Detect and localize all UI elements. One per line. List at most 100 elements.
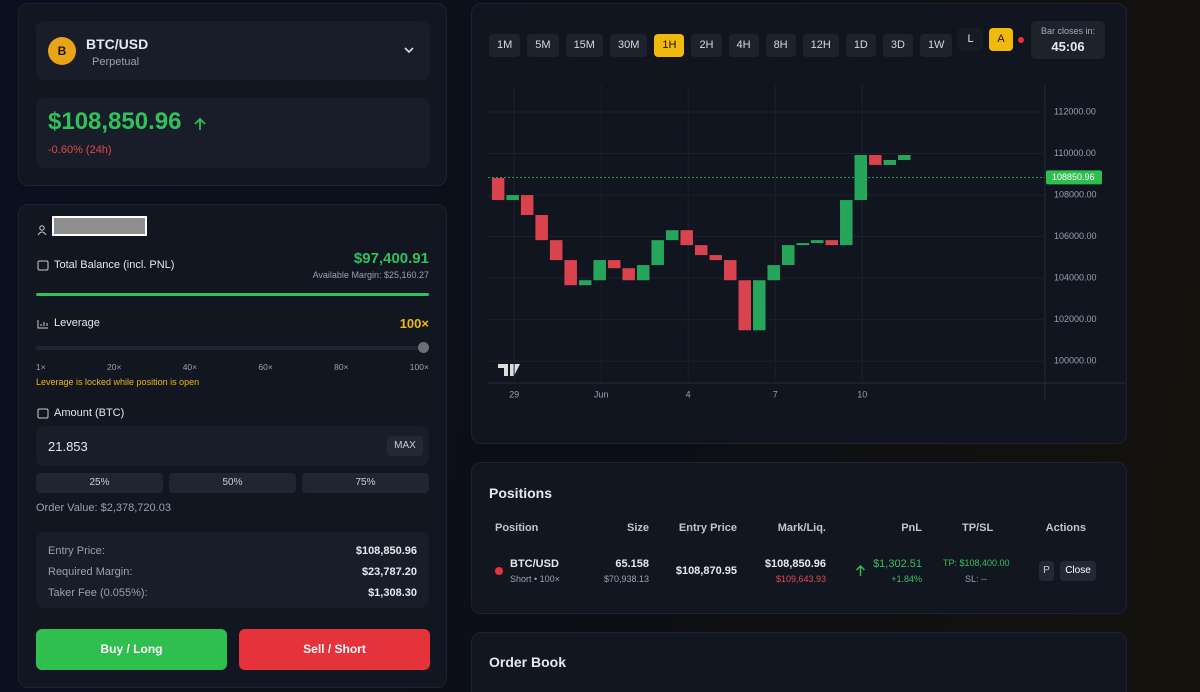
candle <box>680 230 693 246</box>
candle <box>811 240 824 244</box>
preset-button[interactable]: 25% <box>36 473 163 493</box>
orderbook-title: Order Book <box>489 654 567 670</box>
side-dot <box>495 567 503 575</box>
max-button[interactable]: MAX <box>387 436 423 456</box>
x-tick-label: 4 <box>686 389 691 399</box>
orderbook-card: Order Book <box>471 632 1127 692</box>
column-header: Mark/Liq. <box>777 522 826 534</box>
column-header: Position <box>495 522 539 534</box>
candle <box>752 280 766 331</box>
candle <box>593 260 606 281</box>
y-tick-label: 110000.00 <box>1054 148 1096 158</box>
summary-value: $1,308.30 <box>368 587 417 599</box>
leverage-note: Leverage is locked while position is ope… <box>36 377 200 387</box>
balance-label: Total Balance (incl. PNL) <box>54 259 175 271</box>
scale-label: 80× <box>334 362 349 372</box>
candle <box>825 240 839 246</box>
amount-label: Amount (BTC) <box>54 407 125 419</box>
timeframe-button[interactable]: 1M <box>489 34 521 57</box>
leverage-label: Leverage <box>54 317 100 329</box>
close-button[interactable]: Close <box>1060 561 1096 581</box>
timeframe-button[interactable]: 12H <box>802 34 839 57</box>
candle <box>883 159 897 165</box>
timeframe-button[interactable]: 5M <box>527 34 559 57</box>
coin-icon: B <box>48 37 76 65</box>
amount-input[interactable]: 21.853 MAX <box>36 426 429 466</box>
candle <box>709 255 722 261</box>
column-header: TP/SL <box>962 522 994 534</box>
scale-label: 1× <box>36 362 46 372</box>
timeframe-button[interactable]: 3D <box>882 34 913 57</box>
order-value: Order Value: $2,378,720.03 <box>36 502 171 514</box>
candle <box>854 154 868 201</box>
tv-logo <box>498 364 520 376</box>
timeframe-button[interactable]: 1D <box>845 34 876 57</box>
positions-card: Positions <box>471 462 1127 614</box>
scale-label: 40× <box>182 362 198 372</box>
amount-value: 21.853 <box>48 439 88 454</box>
take-profit: TP: $108,400.00 <box>943 558 1010 568</box>
toggle-button[interactable]: A <box>989 28 1013 51</box>
column-header: Size <box>626 522 649 534</box>
candle <box>564 260 577 286</box>
user-icon <box>37 225 47 235</box>
timeframe-button[interactable]: 15M <box>565 34 603 57</box>
redacted-name <box>52 216 147 236</box>
x-tick-label: 29 <box>509 389 519 399</box>
price-tag-label: 108850.96 <box>1052 172 1095 182</box>
timeframe-button[interactable]: 8H <box>765 34 796 57</box>
scale-label: 20× <box>106 362 122 372</box>
kind: Perpetual <box>92 56 140 68</box>
timeframe-button[interactable]: 4H <box>728 34 759 57</box>
market-card: B BTC/USD Perpetual $108,850.96 -0.60% (… <box>18 3 447 186</box>
summary-label: Required Margin: <box>48 566 133 578</box>
candle <box>636 265 650 281</box>
summary-value: $108,850.96 <box>355 545 417 557</box>
timeframe-button[interactable]: 2H <box>691 34 722 57</box>
candle <box>578 280 592 286</box>
p-button[interactable]: P <box>1039 561 1054 581</box>
timeframe-bar: 1M 5M 15M 30M 1H 2H 4H 8H 12H 1D 3D 1W <box>489 34 959 57</box>
mark-price: $108,850.96 <box>764 558 826 570</box>
wallet-icon <box>37 260 49 271</box>
candle <box>869 154 882 165</box>
summary-box: Entry Price: $108,850.96 Required Margin… <box>36 532 429 608</box>
preset-button[interactable]: 75% <box>302 473 429 493</box>
scale-label: 60× <box>258 362 273 372</box>
available-margin: Available Margin: $25,160.27 <box>312 270 429 280</box>
y-tick-label: 102000.00 <box>1054 314 1097 324</box>
wallet-icon <box>37 408 49 419</box>
column-header: PnL <box>901 522 922 534</box>
candle <box>738 280 751 331</box>
up-arrow <box>194 117 206 130</box>
sell-button[interactable]: Sell / Short <box>239 629 430 670</box>
y-tick-label: 100000.00 <box>1054 356 1097 366</box>
chevron <box>404 47 414 54</box>
balance: $97,400.91 <box>353 250 429 267</box>
buy-button[interactable]: Buy / Long <box>36 629 227 670</box>
positions-title: Positions <box>489 485 553 501</box>
price-change: -0.60% (24h) <box>48 144 112 156</box>
candle <box>840 200 853 246</box>
candle <box>782 245 795 266</box>
candle <box>607 260 621 269</box>
preset-button[interactable]: 50% <box>169 473 296 493</box>
position-size: 65.158 <box>615 558 649 570</box>
position-side: Short • 100× <box>510 574 560 584</box>
timeframe-button[interactable]: 1W <box>919 34 953 57</box>
stop-loss: SL: -- <box>965 574 988 584</box>
toggle-button[interactable]: L <box>958 28 983 51</box>
x-tick-label: Jun <box>594 389 609 399</box>
pnl: $1,302.51 <box>873 558 922 570</box>
pair-selector[interactable]: B BTC/USD Perpetual <box>36 21 430 80</box>
timeframe-button[interactable]: 1H <box>654 34 685 57</box>
status-dot <box>1018 37 1024 43</box>
candle <box>535 215 548 241</box>
candle <box>723 260 737 281</box>
timeframe-button[interactable]: 30M <box>609 34 648 57</box>
summary-label: Taker Fee (0.055%): <box>48 587 148 599</box>
symbol: BTC/USD <box>86 36 149 52</box>
leverage-icon <box>37 320 48 329</box>
candle <box>665 230 679 241</box>
pnl-percent: +1.84% <box>891 574 922 584</box>
